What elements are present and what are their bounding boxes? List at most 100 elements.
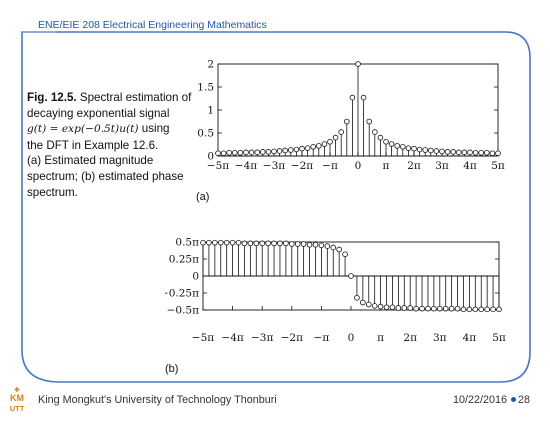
stem-marker: [448, 305, 455, 312]
magnitude-spectrum-svg: 0 0.5 1 1.5 2 −5π −4π −3π −2π −π 0 π 2π 3π 4π 5π (a): [196, 59, 505, 204]
x-tick-label: −3π: [263, 160, 285, 172]
stem-marker: [265, 240, 271, 247]
stem-marker: [416, 146, 423, 153]
stem-marker: [461, 149, 468, 156]
stem-marker: [282, 147, 288, 154]
stem-marker: [330, 244, 337, 251]
y-tick-label: 0: [192, 271, 199, 283]
stem-marker: [355, 61, 361, 67]
stem-marker: [460, 306, 467, 313]
stem-marker: [395, 305, 402, 311]
stem-marker: [288, 147, 294, 153]
stem-marker: [342, 251, 348, 258]
stem-marker: [289, 241, 295, 247]
x-tick-label: −2π: [291, 160, 313, 172]
stem-marker: [206, 239, 212, 246]
stem-marker: [226, 149, 233, 156]
stem-marker: [371, 303, 378, 309]
x-tick-label: −3π: [251, 332, 273, 344]
x-tick-label: −5π: [192, 332, 214, 344]
stem-marker: [259, 240, 265, 247]
stem-marker: [243, 149, 249, 156]
stem-marker: [419, 305, 425, 312]
stem-marker: [271, 148, 277, 155]
stem-marker: [306, 241, 313, 248]
stem-marker: [389, 304, 396, 311]
stem-marker: [316, 143, 322, 149]
caption-text-3: using: [141, 122, 170, 136]
stem-marker: [484, 306, 490, 313]
stem-marker: [450, 149, 457, 155]
stem-marker: [299, 145, 305, 152]
y-tick-label: 2: [207, 59, 214, 71]
stem-marker: [489, 150, 496, 157]
stem-marker: [271, 240, 277, 247]
figure-caption: Fig. 12.5. Spectral estimation of decayi…: [27, 90, 192, 200]
stem-marker: [439, 148, 445, 155]
stem-marker: [483, 149, 490, 156]
stem-marker: [407, 305, 414, 311]
stem-marker: [466, 306, 473, 313]
stem-marker: [394, 143, 401, 149]
x-tick-label: 0: [348, 332, 355, 344]
logo-text-bottom: UTT: [10, 404, 25, 413]
stem-marker: [478, 149, 485, 156]
stem-marker: [223, 239, 230, 246]
x-tick-label: 0: [355, 160, 362, 172]
stem-marker: [436, 305, 443, 312]
caption-line-7: spectrum.: [27, 185, 78, 199]
x-tick-label: 5π: [492, 332, 506, 344]
stem-marker: [425, 305, 431, 312]
x-tick-label: −π: [314, 332, 330, 344]
x-tick-label: π: [377, 332, 384, 344]
stem-marker: [247, 240, 254, 247]
logo-text-top: KM: [10, 393, 24, 403]
stem-marker: [200, 239, 206, 246]
stem-marker: [495, 150, 501, 157]
stem-marker: [276, 148, 283, 154]
slide-date: 10/22/2016: [452, 394, 507, 406]
y-tick-label: 0.5π: [175, 237, 199, 249]
stem-marker: [235, 239, 242, 246]
kmutt-logo: KM UTT: [6, 386, 28, 414]
x-tick-label: −5π: [207, 160, 229, 172]
stem-marker: [413, 305, 419, 312]
stem-marker: [360, 94, 367, 101]
stem-marker: [237, 149, 244, 156]
stem-marker: [349, 94, 356, 101]
stem-marker: [338, 129, 345, 135]
stem-marker: [496, 306, 502, 313]
caption-line-2: decaying exponential signal: [27, 106, 170, 120]
page-number: 28: [517, 394, 530, 406]
stem-marker: [294, 241, 301, 247]
stem-marker: [454, 305, 461, 312]
stem-marker: [253, 240, 260, 247]
stem-marker: [478, 306, 485, 313]
stem-marker: [354, 294, 360, 301]
signal-formula: g(t) = exp(−0.5t)u(t): [27, 123, 139, 136]
caption-line-1: Fig. 12.5. Spectral estimation of: [27, 90, 192, 106]
stem-marker: [360, 299, 366, 306]
x-tick-label: 2π: [407, 160, 421, 172]
stem-marker: [472, 306, 479, 313]
y-tick-label: 1.5: [197, 82, 214, 94]
figure-label: Fig. 12.5.: [27, 91, 77, 104]
stem-marker: [372, 129, 378, 135]
x-tick-label: −2π: [281, 332, 303, 344]
stem-marker: [428, 147, 434, 154]
magnitude-spectrum-chart: 0 0.5 1 1.5 2 −5π −4π −3π −2π −π 0 π 2π 3π 4π 5π (a): [196, 54, 518, 208]
y-tick-label: 0.25π: [169, 254, 199, 266]
stem-marker: [327, 138, 333, 145]
x-tick-label: −π: [322, 160, 338, 172]
stem-marker: [283, 240, 289, 247]
stem-marker: [300, 241, 307, 247]
stem-marker: [444, 149, 451, 155]
x-tick-label: 5π: [491, 160, 505, 172]
stem-marker: [293, 146, 300, 153]
caption-line-6: spectrum; (b) estimated phase: [27, 169, 184, 183]
caption-line-3: g(t) = exp(−0.5t)u(t) using: [27, 121, 192, 138]
stem-marker: [377, 134, 384, 141]
stem-marker: [310, 144, 316, 150]
